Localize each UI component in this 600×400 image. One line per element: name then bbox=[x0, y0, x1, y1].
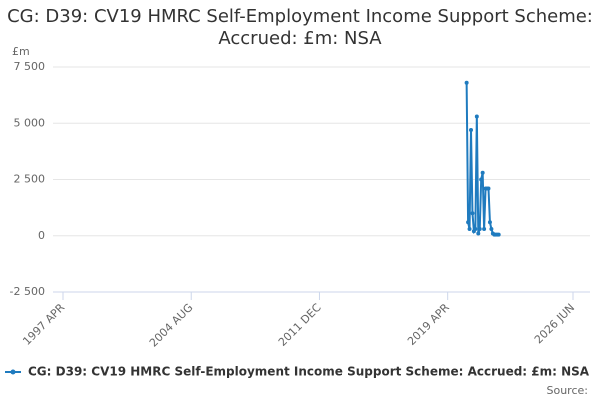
x-tick-label: 2026 JUN bbox=[532, 301, 577, 346]
point bbox=[467, 227, 472, 231]
legend-label: CG: D39: CV19 HMRC Self-Employment Incom… bbox=[28, 365, 590, 379]
y-axis-label: £m bbox=[12, 45, 30, 58]
point bbox=[487, 220, 492, 225]
point bbox=[473, 227, 478, 231]
source: Source: bbox=[547, 384, 589, 397]
x-tick-label: 1997 APR bbox=[20, 301, 67, 348]
x-tick-label: 2019 APR bbox=[405, 301, 452, 348]
point bbox=[477, 227, 482, 231]
point bbox=[479, 177, 484, 182]
y-tick-label: 5 000 bbox=[14, 116, 46, 129]
point bbox=[480, 170, 485, 175]
point bbox=[486, 186, 491, 191]
point bbox=[489, 227, 494, 231]
point bbox=[482, 227, 487, 231]
y-tick-label: 7 500 bbox=[14, 60, 46, 73]
x-tick-label: 2004 AUG bbox=[147, 301, 196, 350]
y-tick-label: 0 bbox=[38, 229, 45, 242]
point bbox=[464, 80, 469, 85]
point bbox=[476, 231, 481, 236]
chart-title: CG: D39: CV19 HMRC Self-Employment Incom… bbox=[7, 6, 593, 49]
x-tick-label: 2011 DEC bbox=[276, 301, 324, 349]
legend-marker bbox=[10, 369, 16, 375]
point bbox=[470, 211, 475, 216]
point bbox=[496, 232, 501, 237]
point bbox=[466, 220, 471, 225]
y-tick-label: -2 500 bbox=[10, 285, 45, 298]
y-tick-label: 2 500 bbox=[14, 173, 46, 186]
point bbox=[469, 128, 473, 132]
point bbox=[474, 114, 479, 119]
